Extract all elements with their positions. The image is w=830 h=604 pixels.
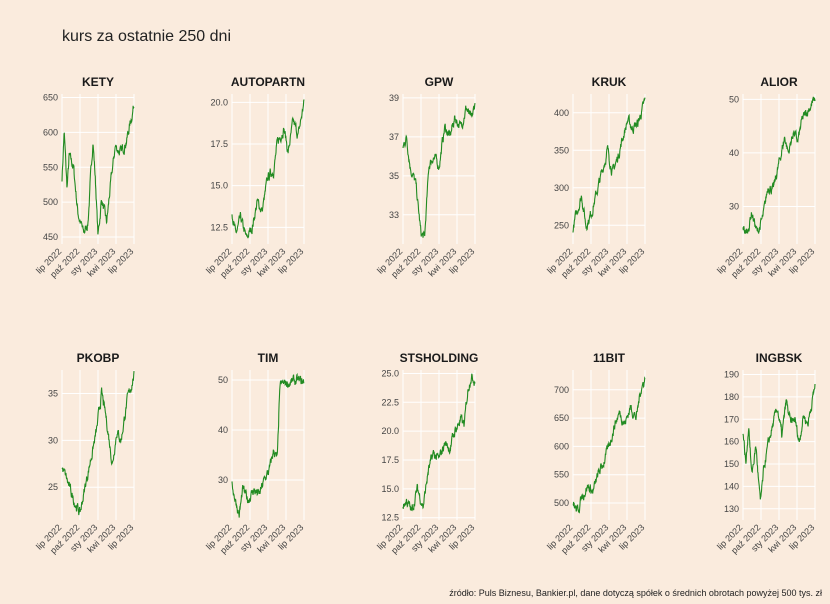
facet-title: AUTOPARTN <box>231 75 305 89</box>
facet-title: KETY <box>82 75 114 89</box>
price-line <box>572 376 646 514</box>
y-tick-label: 700 <box>554 385 569 395</box>
price-line <box>402 103 476 238</box>
y-tick-label: 450 <box>43 232 58 242</box>
y-tick-label: 550 <box>554 470 569 480</box>
y-tick-label: 12.5 <box>381 513 399 523</box>
y-tick-label: 250 <box>554 220 569 230</box>
y-tick-label: 30 <box>218 475 228 485</box>
y-tick-label: 170 <box>724 414 739 424</box>
facet-title: INGBSK <box>756 351 803 365</box>
page-title: kurs za ostatnie 250 dni <box>62 28 231 45</box>
y-tick-label: 160 <box>724 437 739 447</box>
source-caption: źródło: Puls Biznesu, Bankier.pl, dane d… <box>449 588 822 598</box>
facet-title: STSHOLDING <box>400 351 479 365</box>
y-tick-label: 40 <box>218 425 228 435</box>
y-tick-label: 600 <box>43 127 58 137</box>
facet-title: ALIOR <box>760 75 798 89</box>
y-tick-label: 20.0 <box>381 426 399 436</box>
y-tick-label: 40 <box>729 148 739 158</box>
y-tick-label: 500 <box>554 498 569 508</box>
facet-title: KRUK <box>592 75 627 89</box>
y-tick-label: 650 <box>554 413 569 423</box>
y-tick-label: 25.0 <box>381 368 399 378</box>
price-line <box>61 105 135 235</box>
y-tick-label: 30 <box>729 202 739 212</box>
y-tick-label: 37 <box>389 132 399 142</box>
price-line <box>231 99 305 239</box>
y-tick-label: 22.5 <box>381 397 399 407</box>
y-tick-label: 50 <box>218 375 228 385</box>
y-tick-label: 35 <box>48 388 58 398</box>
y-tick-label: 400 <box>554 108 569 118</box>
y-tick-label: 35 <box>389 171 399 181</box>
y-tick-label: 150 <box>724 459 739 469</box>
y-tick-label: 39 <box>389 93 399 103</box>
y-tick-label: 130 <box>724 504 739 514</box>
y-tick-label: 350 <box>554 145 569 155</box>
y-tick-label: 25 <box>48 482 58 492</box>
y-tick-label: 190 <box>724 369 739 379</box>
y-tick-label: 17.5 <box>210 139 228 149</box>
price-line <box>572 97 646 233</box>
y-tick-label: 17.5 <box>381 455 399 465</box>
y-tick-label: 33 <box>389 210 399 220</box>
price-line <box>61 371 135 516</box>
y-tick-label: 30 <box>48 435 58 445</box>
price-line <box>402 373 476 512</box>
facet-title: GPW <box>425 75 454 89</box>
facet-title: TIM <box>258 351 279 365</box>
y-tick-label: 550 <box>43 162 58 172</box>
price-line <box>231 372 305 518</box>
y-tick-label: 15.0 <box>381 484 399 494</box>
price-line <box>742 383 816 500</box>
y-tick-label: 180 <box>724 392 739 402</box>
y-tick-label: 50 <box>729 94 739 104</box>
y-tick-label: 600 <box>554 441 569 451</box>
y-tick-label: 12.5 <box>210 222 228 232</box>
y-tick-label: 15.0 <box>210 181 228 191</box>
facet-title: PKOBP <box>77 351 120 365</box>
price-line <box>742 96 816 234</box>
y-tick-label: 500 <box>43 197 58 207</box>
facet-title: 11BIT <box>593 351 626 365</box>
y-tick-label: 650 <box>43 92 58 102</box>
y-tick-label: 140 <box>724 481 739 491</box>
y-tick-label: 300 <box>554 183 569 193</box>
y-tick-label: 20.0 <box>210 97 228 107</box>
